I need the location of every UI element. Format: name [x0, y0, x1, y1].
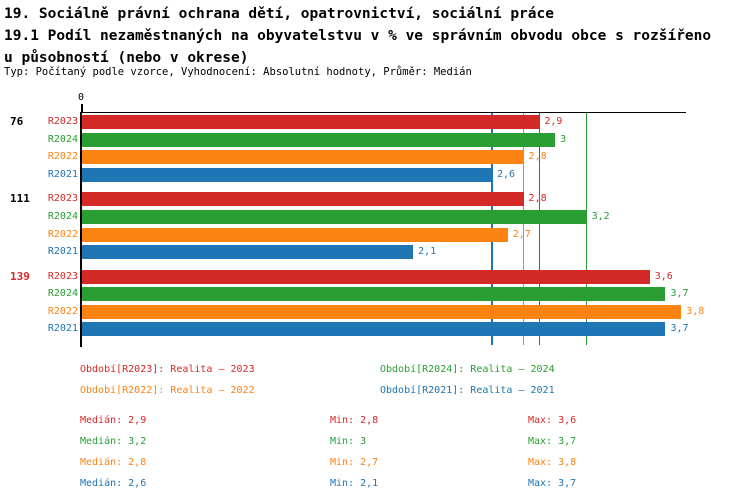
bar-value-label: 3,7: [670, 288, 689, 300]
bar-value-label: 2,6: [497, 168, 516, 180]
bar-R2024-group-111: [82, 209, 587, 224]
bar-value-label: 2,8: [528, 151, 547, 163]
stat-median-R2023: Medián: 2,9: [80, 415, 147, 426]
stat-max-R2022: Max: 3,8: [528, 457, 577, 468]
row-label-R2024: R2024: [47, 288, 78, 300]
x-axis-zero-label: 0: [77, 92, 85, 103]
bar-R2024-group-139: [82, 287, 666, 302]
stat-median-R2021: Medián: 2,6: [80, 478, 147, 489]
median-gridline-R2022: [522, 113, 525, 345]
bar-R2021-group-76: [82, 167, 493, 182]
row-label-R2023: R2023: [47, 116, 78, 127]
median-gridline-R2024: [585, 113, 588, 345]
x-axis-zero-tick: [81, 104, 83, 112]
bar-value-label: 2,7: [512, 228, 531, 240]
stat-max-R2021: Max: 3,7: [528, 478, 577, 489]
stat-min-R2024: Min: 3: [330, 436, 367, 447]
bar-R2024-group-76: [82, 132, 556, 147]
stat-median-R2022: Medián: 2,8: [80, 457, 147, 468]
bar-R2022-group-111: [82, 227, 508, 242]
row-label-R2022: R2022: [47, 151, 78, 163]
row-label-R2021: R2021: [47, 323, 78, 335]
bar-R2023-group-76: [82, 115, 540, 129]
bar-value-label: 3: [560, 133, 567, 145]
bar-R2022-group-139: [82, 304, 682, 319]
group-label-76: 76: [10, 115, 24, 128]
legend-item-R2023: Období[R2023]: Realita – 2023: [80, 364, 255, 375]
group-label-111: 111: [10, 192, 30, 206]
bar-value-label: 2,8: [528, 193, 547, 205]
row-label-R2022: R2022: [47, 228, 78, 240]
bar-R2023-group-139: [82, 269, 650, 284]
stat-min-R2021: Min: 2,1: [330, 478, 379, 489]
chart-title-line1: 19. Sociálně právní ochrana dětí, opatro…: [4, 6, 554, 22]
chart-meta-line: Typ: Počítaný podle vzorce, Vyhodnocení:…: [4, 66, 472, 78]
legend-item-R2024: Období[R2024]: Realita – 2024: [380, 364, 555, 375]
bar-R2021-group-111: [82, 245, 414, 260]
bar-value-label: 3,2: [591, 210, 610, 222]
chart-title-line3: u působností (nebo v okrese): [4, 50, 249, 66]
row-label-R2024: R2024: [47, 133, 78, 145]
bar-R2023-group-111: [82, 192, 524, 207]
bar-value-label: 2,1: [418, 246, 437, 258]
bar-value-label: 2,9: [544, 116, 563, 127]
row-label-R2024: R2024: [47, 210, 78, 222]
row-label-R2021: R2021: [47, 246, 78, 258]
group-label-139: 139: [10, 269, 30, 283]
stat-min-R2023: Min: 2,8: [330, 415, 379, 426]
chart-title-line2: 19.1 Podíl nezaměstnaných na obyvatelstv…: [4, 28, 712, 44]
stat-min-R2022: Min: 2,7: [330, 457, 379, 468]
x-axis-line: [80, 111, 686, 113]
bar-value-label: 3,8: [686, 305, 705, 317]
legend-item-R2022: Období[R2022]: Realita – 2022: [80, 385, 255, 396]
row-label-R2023: R2023: [47, 193, 78, 205]
row-label-R2021: R2021: [47, 168, 78, 180]
bar-R2022-group-76: [82, 150, 524, 165]
stat-median-R2024: Medián: 3,2: [80, 436, 147, 447]
row-label-R2023: R2023: [47, 270, 78, 282]
bar-R2021-group-139: [82, 322, 666, 337]
median-gridline-R2023: [538, 113, 541, 345]
bar-value-label: 3,7: [670, 323, 689, 335]
row-label-R2022: R2022: [47, 305, 78, 317]
stat-max-R2024: Max: 3,7: [528, 436, 577, 447]
legend-item-R2021: Období[R2021]: Realita – 2021: [380, 385, 555, 396]
bar-value-label: 3,6: [654, 270, 673, 282]
y-axis-line: [80, 111, 82, 347]
stat-max-R2023: Max: 3,6: [528, 415, 577, 426]
